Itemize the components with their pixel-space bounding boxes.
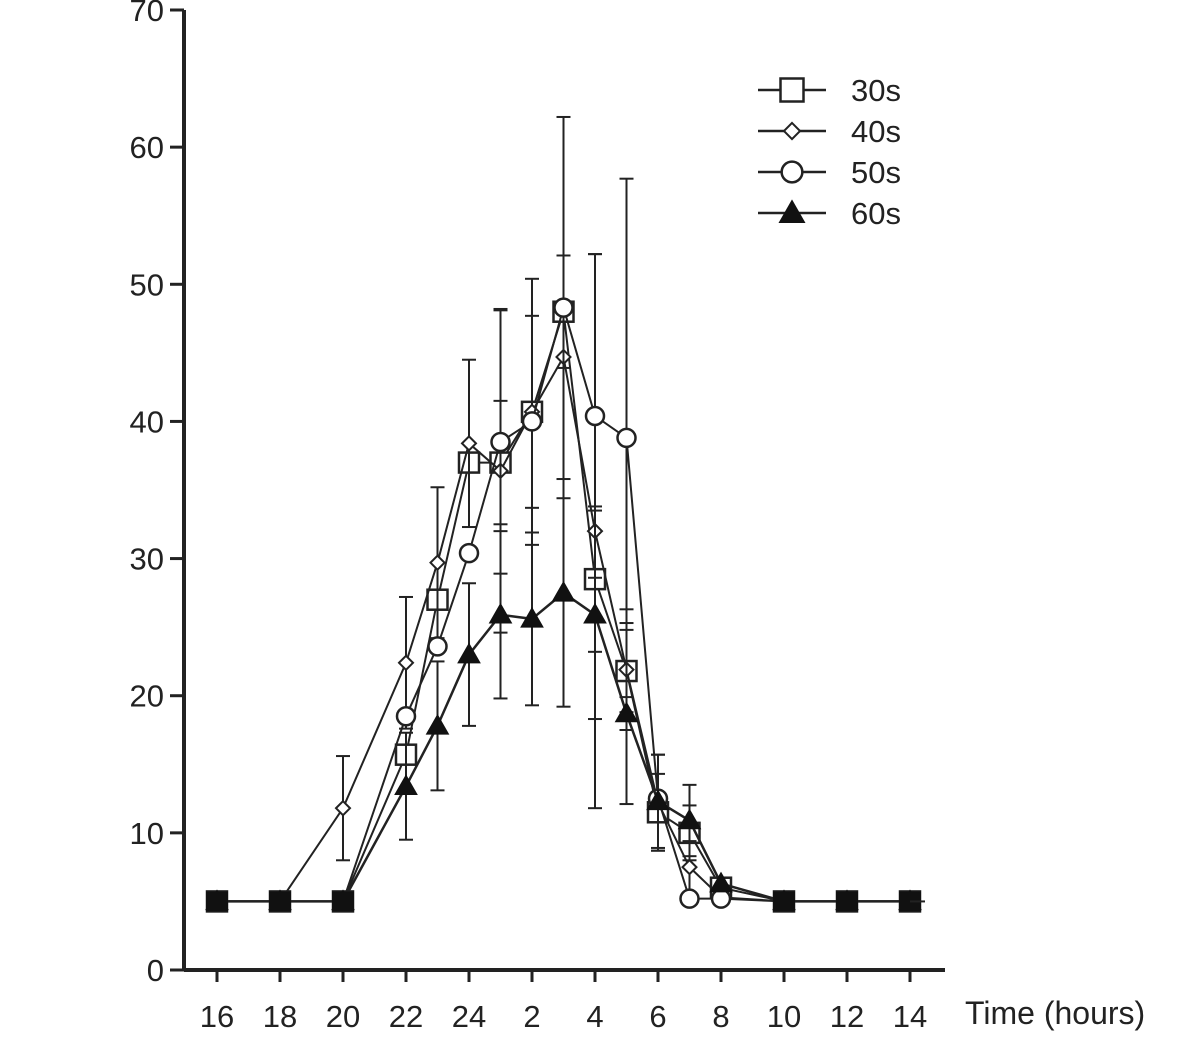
data-point <box>394 774 418 795</box>
data-point <box>553 297 574 318</box>
data-point <box>521 411 543 432</box>
y-tick-group: 0 10 20 30 40 50 60 70 <box>130 0 184 988</box>
legend-label: 30s <box>851 73 901 108</box>
x-tick-group: 16 18 20 22 24 2 4 6 8 10 12 14 <box>200 970 927 1034</box>
data-point <box>709 871 733 893</box>
data-point <box>397 654 415 672</box>
data-point <box>520 606 544 628</box>
data-point <box>584 405 606 427</box>
x-tick-label: 2 <box>523 999 540 1034</box>
legend-item: 60s <box>758 196 901 231</box>
legend-item: 50s <box>758 155 901 190</box>
y-tick-label: 40 <box>130 404 164 439</box>
x-tick-label: 16 <box>200 999 234 1034</box>
data-point <box>488 602 513 624</box>
legend-marker <box>779 77 805 103</box>
legend-label: 40s <box>851 114 901 149</box>
data-point <box>646 789 670 811</box>
data-point <box>395 706 417 727</box>
x-tick-label: 6 <box>649 999 666 1034</box>
baseline-point <box>332 891 354 912</box>
data-point <box>429 554 446 572</box>
x-tick-label: 10 <box>767 999 801 1034</box>
legend-marker <box>780 160 804 184</box>
x-tick-label: 18 <box>263 999 297 1034</box>
legend-marker <box>778 199 806 223</box>
legend-item: 30s <box>758 73 901 108</box>
baseline-markers <box>206 891 925 912</box>
plot-area <box>205 115 925 913</box>
x-axis-title: Time (hours) <box>965 995 1145 1031</box>
legend-marker <box>782 121 802 141</box>
y-tick-label: 0 <box>147 953 164 988</box>
legend-label: 50s <box>851 155 901 190</box>
y-tick-label: 70 <box>130 0 164 28</box>
data-point <box>583 602 607 624</box>
y-tick-label: 20 <box>130 679 164 714</box>
data-point <box>614 701 639 723</box>
data-point <box>681 858 698 876</box>
x-tick-label: 12 <box>830 999 864 1034</box>
x-tick-label: 22 <box>389 999 423 1034</box>
legend-label: 60s <box>851 196 901 231</box>
x-tick-label: 4 <box>586 999 603 1034</box>
data-point <box>458 542 480 564</box>
data-point <box>334 799 352 817</box>
data-point <box>427 636 448 657</box>
data-point <box>710 888 732 909</box>
data-point <box>551 580 576 602</box>
data-point <box>460 434 478 452</box>
y-tick-label: 60 <box>130 130 164 165</box>
x-tick-label: 8 <box>712 999 729 1034</box>
y-tick-label: 50 <box>130 267 164 302</box>
baseline-point <box>836 891 858 912</box>
data-point <box>679 888 700 909</box>
baseline-point <box>206 891 228 912</box>
y-tick-label: 30 <box>130 542 164 577</box>
baseline-point <box>773 891 795 912</box>
data-point <box>616 427 637 449</box>
y-tick-label: 10 <box>130 816 164 851</box>
x-tick-label: 20 <box>326 999 360 1034</box>
data-point <box>677 808 702 830</box>
data-point <box>425 713 450 735</box>
data-point <box>490 431 511 453</box>
legend: 30s 40s 50s 60s <box>758 73 901 231</box>
x-tick-label: 14 <box>893 999 927 1034</box>
series-60s <box>205 478 922 911</box>
legend-item: 40s <box>758 114 901 149</box>
data-point <box>457 642 481 664</box>
baseline-point <box>269 891 291 912</box>
x-tick-label: 24 <box>452 999 486 1034</box>
